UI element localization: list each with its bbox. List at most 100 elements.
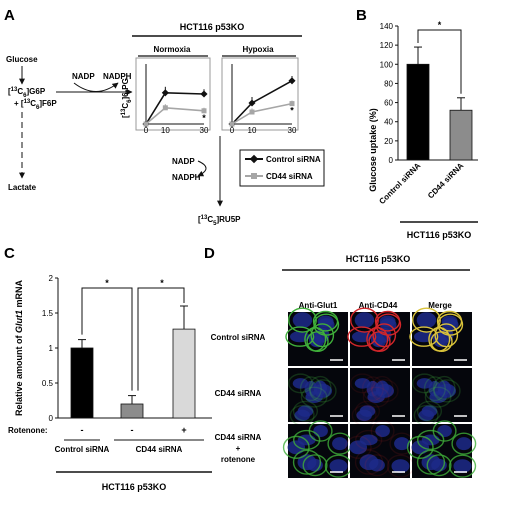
- panel-b-y-tick-label: 120: [380, 41, 394, 50]
- membrane-stain: [416, 449, 446, 475]
- micro-tile-r1-c3: [409, 307, 472, 366]
- normoxia-point-cd44: [201, 108, 207, 114]
- nucleus: [354, 312, 375, 329]
- panel-c-y-tick-label: 0: [49, 414, 54, 423]
- row-label-cd44: CD44 siRNA: [215, 389, 262, 398]
- rotenone-label: Rotenone:: [8, 426, 48, 435]
- nucleus: [292, 378, 309, 389]
- row-label-cd44-rot-3: rotenone: [221, 455, 256, 464]
- normoxia-point-control: [200, 90, 208, 98]
- membrane-stain: [292, 400, 319, 422]
- normoxia-x-tick: 10: [161, 126, 170, 135]
- panel-b-plot: 0 20 40 60 80 100 120 140 Control siRNA CD44 siRN…: [377, 20, 478, 206]
- membrane-stain: [300, 386, 328, 408]
- membrane-stain: [428, 326, 451, 352]
- nucleus: [437, 383, 456, 398]
- nucleus: [437, 424, 452, 438]
- membrane-stain: [409, 326, 439, 347]
- nucleus: [297, 454, 317, 471]
- membrane-stain: [347, 326, 377, 347]
- nucleus: [359, 434, 378, 446]
- membrane-stain: [375, 313, 402, 336]
- micro-tile-r2-c2: [350, 368, 410, 426]
- panel-a-legend: Control siRNA CD44 siRNA: [239, 149, 325, 187]
- membrane-stain: [437, 313, 464, 336]
- membrane-stain: [412, 373, 438, 394]
- row-label-control: Control siRNA: [211, 333, 266, 342]
- group-label-cd44: CD44 siRNA: [136, 445, 183, 454]
- legend-cd44-label: CD44 siRNA: [266, 172, 313, 181]
- panel-b-bar-2: [449, 109, 473, 161]
- panel-c-y-tick-label: 1: [49, 344, 54, 353]
- nucleus: [421, 405, 438, 417]
- hypoxia-x-tick: 0: [230, 126, 235, 135]
- panel-b-sig: *: [438, 20, 442, 30]
- panel-c-plot: 0 0.5 1 1.5 2 * *: [42, 274, 212, 423]
- pathway-nadph-bottom: NADPH: [172, 173, 201, 182]
- membrane-stain: [362, 386, 390, 408]
- normoxia-point-cd44: [143, 121, 149, 127]
- membrane-stain: [288, 373, 314, 394]
- nucleus: [354, 378, 371, 389]
- legend-control-marker: [249, 154, 259, 164]
- panel-c-y-tick-label: 2: [49, 274, 54, 283]
- pathway-glucose: Glucose: [6, 55, 38, 64]
- membrane-stain: [423, 376, 446, 402]
- normoxia-x-tick: 0: [144, 126, 149, 135]
- panel-b: B Glucose uptake (%) 0 20 40 60 80 100 120 140 C…: [356, 7, 478, 240]
- membrane-stain: [432, 375, 456, 400]
- membrane-stain: [451, 432, 477, 455]
- legend-frame: [239, 149, 325, 187]
- hypoxia-x-tick: 10: [248, 126, 257, 135]
- panel-b-y-tick-label: 80: [384, 79, 393, 88]
- hypoxia-title: Hypoxia: [242, 45, 274, 54]
- panel-b-bar-1: [406, 63, 430, 161]
- panel-b-x-label-2: CD44 siRNA: [426, 161, 466, 201]
- micro-tile-r3-c3: [406, 420, 477, 478]
- micro-tile-r3-c1: [282, 420, 353, 478]
- row-label-cd44-rot-2: +: [236, 444, 241, 453]
- membrane-stain: [354, 449, 384, 475]
- membrane-stain: [366, 326, 389, 352]
- membrane-stain: [432, 420, 457, 442]
- normoxia-x-tick: 30: [200, 126, 209, 135]
- micro-tile-r2-c3: [412, 368, 472, 426]
- col-label-cd44: Anti-CD44: [359, 301, 398, 310]
- nucleus: [453, 459, 472, 474]
- panel-b-y-tick-label: 0: [389, 156, 394, 165]
- membrane-stain: [424, 386, 452, 408]
- nucleus: [394, 437, 410, 451]
- pathway-nadph-top: NADPH: [103, 72, 132, 81]
- membrane-stain: [310, 323, 335, 348]
- membrane-stain: [302, 454, 328, 477]
- membrane-stain: [406, 435, 434, 459]
- panel-b-y-tick-label: 40: [384, 118, 393, 127]
- membrane-stain: [308, 375, 332, 400]
- panel-c-label: C: [4, 245, 15, 262]
- membrane-stain: [370, 375, 394, 400]
- arrow-nadp-cofactor-top: [73, 82, 119, 92]
- normoxia-point-control: [161, 89, 169, 97]
- legend-cd44-marker: [251, 173, 257, 179]
- nucleus: [416, 312, 437, 329]
- pathway-lactate: Lactate: [8, 183, 37, 192]
- membrane-stain: [433, 379, 461, 403]
- panel-c-bar-2: [120, 403, 144, 419]
- rotenone-mark-1: -: [81, 425, 84, 435]
- hypoxia-point-control: [248, 99, 256, 107]
- nucleus: [313, 424, 328, 438]
- nucleus: [292, 312, 313, 329]
- pathway-nadp-top: NADP: [72, 72, 95, 81]
- nucleus: [297, 405, 314, 417]
- panel-c-sig-bracket-2: [137, 287, 185, 391]
- membrane-stain: [282, 435, 310, 459]
- panel-c-footer: HCT116 p53KO: [102, 482, 167, 492]
- membrane-stain: [426, 454, 452, 477]
- membrane-stain: [288, 307, 317, 333]
- hypoxia-point-control: [288, 77, 296, 85]
- hypoxia-frame: [221, 57, 299, 131]
- rotenone-mark-3: +: [181, 425, 186, 435]
- panel-b-y-tick-label: 140: [380, 22, 394, 31]
- pathway-ru5p: [13C5]RU5P: [198, 215, 241, 227]
